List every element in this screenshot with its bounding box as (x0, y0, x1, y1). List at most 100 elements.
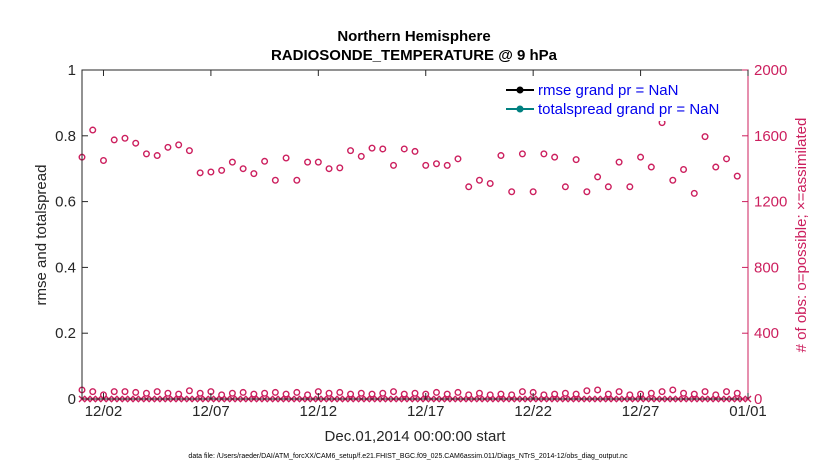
possible-obs-baseline-point (293, 388, 301, 396)
possible-obs-point (529, 188, 537, 196)
axes: 0 0.2 0.4 0.6 0.8 1 0 400 800 1200 1600 2000 12/02 12… (55, 62, 787, 420)
possible-obs-point (250, 170, 258, 178)
x-tick-label: 01/01 (729, 403, 767, 420)
possible-obs-baseline-point (250, 390, 258, 398)
possible-obs-baseline-point (497, 390, 505, 398)
possible-obs-point (304, 158, 312, 166)
possible-obs-baseline-point (518, 388, 526, 396)
possible-obs-baseline-point (733, 389, 741, 397)
possible-obs-baseline-point (604, 390, 612, 398)
possible-obs-point (99, 156, 107, 164)
possible-obs-point (669, 176, 677, 184)
possible-obs-point (572, 156, 580, 164)
possible-obs-point (443, 161, 451, 169)
possible-obs-baseline-point (142, 389, 150, 397)
possible-obs-point (411, 147, 419, 155)
possible-obs-baseline-point (282, 390, 290, 398)
plot-background (82, 70, 748, 399)
possible-obs-point (422, 161, 430, 169)
possible-obs-baseline-point (153, 388, 161, 396)
y-right-tick-label: 800 (754, 259, 779, 276)
possible-obs-point (347, 147, 355, 155)
possible-obs-point (293, 176, 301, 184)
possible-obs-point (239, 165, 247, 173)
possible-obs-point (583, 188, 591, 196)
possible-obs-point (218, 166, 226, 174)
footer-data-file: data file: /Users/raeder/DAI/ATM_forcXX/… (188, 453, 628, 460)
possible-obs-point (164, 143, 172, 151)
possible-obs-baseline-point (583, 387, 591, 395)
x-tick-label: 12/12 (300, 403, 338, 420)
legend-box (500, 77, 742, 121)
possible-obs-point (368, 144, 376, 152)
possible-obs-point (261, 157, 269, 165)
x-axis-label: Dec.01,2014 00:00:00 start (325, 428, 507, 445)
possible-obs-baseline-point (239, 388, 247, 396)
possible-obs-baseline-point (400, 390, 408, 398)
possible-obs-point (121, 134, 129, 142)
chart-title: Northern Hemisphere (337, 28, 490, 45)
possible-obs-baseline-point (164, 389, 172, 397)
possible-obs-point (228, 158, 236, 166)
possible-obs-point (604, 183, 612, 191)
y-left-tick-label: 0.6 (55, 194, 76, 211)
possible-obs-baseline-point (454, 388, 462, 396)
possible-obs-baseline-point (443, 390, 451, 398)
possible-obs-baseline-point (465, 391, 473, 399)
possible-obs-baseline-point (357, 389, 365, 397)
legend-marker-totalspread (516, 105, 524, 113)
possible-obs-point (314, 158, 322, 166)
y-right-tick-label: 0 (754, 391, 762, 408)
possible-obs-point (486, 180, 494, 188)
possible-obs-baseline-point (551, 390, 559, 398)
possible-obs-baseline-point (110, 388, 118, 396)
y-right-tick-label: 400 (754, 325, 779, 342)
possible-obs-point (336, 164, 344, 172)
possible-obs-baseline-point (572, 390, 580, 398)
y-right-tick-label: 1200 (754, 194, 787, 211)
possible-obs-point (626, 183, 634, 191)
possible-obs-baseline-point (680, 389, 688, 397)
y-axis-label-left: rmse and totalspread (33, 165, 50, 306)
possible-obs-baseline-point (594, 386, 602, 394)
possible-obs-point (432, 160, 440, 168)
possible-obs-point (454, 155, 462, 163)
possible-obs-baseline-point (196, 389, 204, 397)
possible-obs-point (637, 153, 645, 161)
possible-obs-point (508, 188, 516, 196)
y-left-tick-label: 0.2 (55, 325, 76, 342)
possible-obs-baseline-point (185, 387, 193, 395)
possible-obs-point (379, 145, 387, 153)
possible-obs-point (733, 172, 741, 180)
possible-obs-baseline-point (228, 389, 236, 397)
x-tick-label: 12/27 (622, 403, 660, 420)
possible-obs-point (153, 152, 161, 160)
plot-area: 0 0.2 0.4 0.6 0.8 1 0 400 800 1200 1600 2000 12/02 12… (55, 62, 787, 420)
possible-obs-point (390, 161, 398, 169)
possible-obs-baseline-point (626, 391, 634, 399)
possible-obs-point (594, 173, 602, 181)
possible-obs-baseline-point (218, 391, 226, 399)
possible-obs-point (712, 163, 720, 171)
y-left-tick-label: 0.4 (55, 259, 76, 276)
possible-obs-point (325, 165, 333, 173)
possible-obs-point (540, 150, 548, 158)
possible-obs-point (561, 183, 569, 191)
possible-obs-point (207, 168, 215, 176)
possible-obs-point (615, 158, 623, 166)
possible-obs-baseline-point (540, 391, 548, 399)
y-left-tick-label: 0.8 (55, 128, 76, 145)
possible-obs-point (551, 153, 559, 161)
possible-obs-point (647, 163, 655, 171)
x-tick-label: 12/07 (192, 403, 230, 420)
data-marks (78, 119, 741, 399)
possible-obs-baseline-point (475, 389, 483, 397)
y-left-tick-label: 0 (68, 391, 76, 408)
possible-obs-point (518, 150, 526, 158)
possible-obs-point (110, 136, 118, 144)
possible-obs-point (357, 152, 365, 160)
x-tick-label: 12/17 (407, 403, 445, 420)
legend-label-rmse: rmse grand pr = NaN (538, 82, 678, 99)
possible-obs-baseline-point (121, 388, 129, 396)
